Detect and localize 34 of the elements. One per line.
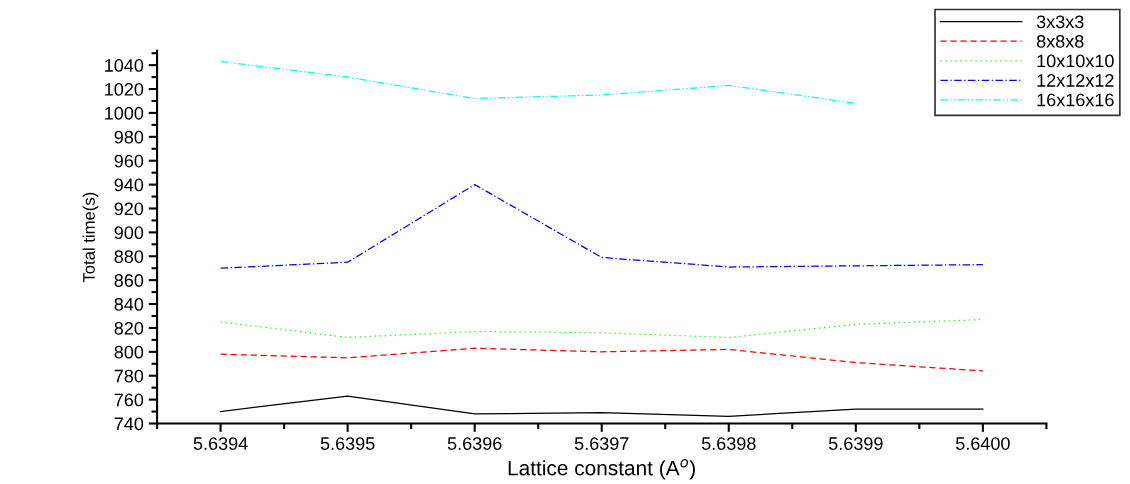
legend-label: 3x3x3 bbox=[1036, 15, 1084, 29]
y-axis-title: Total time(s) bbox=[82, 192, 99, 283]
y-tick-label: 780 bbox=[114, 369, 144, 383]
y-tick-label: 980 bbox=[114, 130, 144, 144]
y-tick-label: 820 bbox=[114, 321, 144, 335]
y-tick-label: 860 bbox=[114, 274, 144, 287]
y-tick-label: 920 bbox=[114, 202, 144, 216]
y-tick-label: 1000 bbox=[105, 106, 144, 120]
x-tick-label: 5.6400 bbox=[955, 437, 1010, 450]
y-tick-label: 900 bbox=[114, 226, 144, 240]
y-tick-label: 800 bbox=[114, 345, 144, 359]
x-tick-label: 5.6396 bbox=[447, 437, 502, 450]
y-tick-label: 740 bbox=[114, 417, 144, 431]
x-tick-label: 5.6399 bbox=[828, 437, 883, 450]
x-tick-label: 5.6394 bbox=[193, 437, 248, 450]
line-series bbox=[219, 395, 984, 417]
x-axis-title: Lattice constant (A$^{o}$) bbox=[508, 459, 695, 480]
y-tick-label: 1020 bbox=[105, 82, 144, 96]
line-series bbox=[219, 347, 984, 372]
x-tick-label: 5.6395 bbox=[320, 437, 375, 450]
x-tick-label: 5.6397 bbox=[574, 437, 629, 450]
y-tick-label: 1040 bbox=[105, 59, 144, 72]
legend-label: 16x16x16 bbox=[1037, 93, 1114, 107]
legend-label: 10x10x10 bbox=[1037, 54, 1114, 68]
legend-label: 8x8x8 bbox=[1036, 34, 1084, 48]
y-tick-label: 960 bbox=[114, 154, 144, 168]
y-tick-label: 760 bbox=[114, 393, 144, 407]
legend-label: 12x12x12 bbox=[1037, 74, 1114, 87]
y-tick-label: 880 bbox=[114, 250, 144, 263]
y-tick-label: 840 bbox=[114, 297, 144, 311]
line-series bbox=[219, 183, 984, 269]
y-tick-label: 940 bbox=[114, 178, 144, 192]
x-tick-label: 5.6398 bbox=[701, 437, 756, 450]
line-series bbox=[219, 60, 857, 105]
